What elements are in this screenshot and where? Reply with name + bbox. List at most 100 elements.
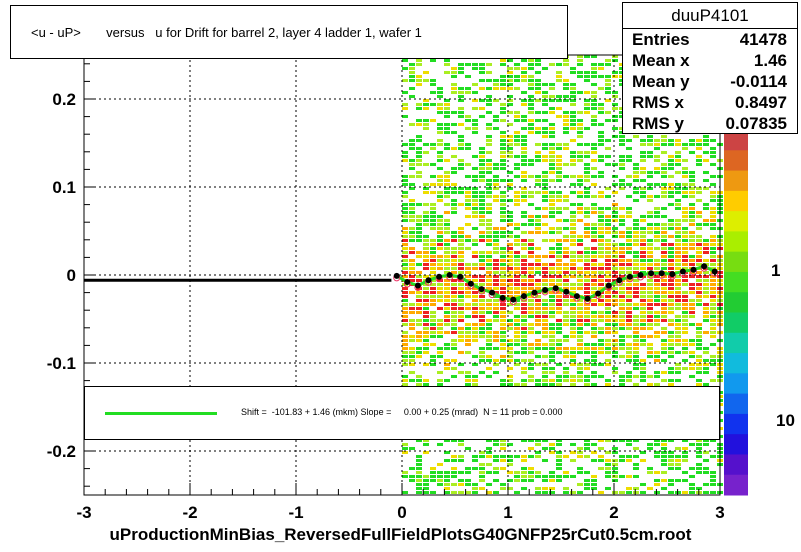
heatmap-cell	[409, 291, 415, 294]
heatmap-cell	[402, 343, 408, 346]
heatmap-cell	[577, 243, 583, 246]
heatmap-cell	[437, 463, 443, 466]
heatmap-cell	[710, 235, 716, 238]
heatmap-cell	[640, 267, 646, 270]
heatmap-cell	[563, 79, 569, 82]
heatmap-cell	[486, 171, 492, 174]
heatmap-cell	[556, 451, 562, 454]
heatmap-cell	[633, 175, 639, 178]
heatmap-cell	[563, 351, 569, 354]
heatmap-cell	[486, 339, 492, 342]
heatmap-cell	[626, 239, 632, 242]
heatmap-cell	[535, 295, 541, 298]
heatmap-cell	[654, 247, 660, 250]
heatmap-cell	[430, 303, 436, 306]
heatmap-cell	[598, 315, 604, 318]
heatmap-cell	[654, 455, 660, 458]
heatmap-cell	[563, 247, 569, 250]
heatmap-cell	[598, 311, 604, 314]
heatmap-cell	[430, 479, 436, 482]
heatmap-cell	[521, 99, 527, 102]
heatmap-cell	[696, 239, 702, 242]
heatmap-cell	[668, 167, 674, 170]
color-scale-step	[724, 231, 748, 253]
heatmap-cell	[640, 491, 646, 494]
heatmap-cell	[430, 319, 436, 322]
heatmap-cell	[514, 259, 520, 262]
heatmap-cell	[598, 107, 604, 110]
heatmap-cell	[605, 247, 611, 250]
heatmap-cell	[549, 239, 555, 242]
heatmap-cell	[521, 127, 527, 130]
heatmap-cell	[549, 343, 555, 346]
heatmap-cell	[528, 295, 534, 298]
heatmap-cell	[626, 307, 632, 310]
heatmap-cell	[640, 339, 646, 342]
heatmap-cell	[696, 279, 702, 282]
heatmap-cell	[402, 283, 408, 286]
heatmap-cell	[598, 319, 604, 322]
heatmap-cell	[605, 459, 611, 462]
heatmap-cell	[647, 227, 653, 230]
heatmap-cell	[437, 307, 443, 310]
heatmap-cell	[619, 307, 625, 310]
heatmap-cell	[577, 175, 583, 178]
heatmap-cell	[500, 323, 506, 326]
heatmap-cell	[654, 471, 660, 474]
heatmap-cell	[479, 275, 485, 278]
heatmap-cell	[535, 223, 541, 226]
heatmap-cell	[682, 251, 688, 254]
heatmap-cell	[668, 203, 674, 206]
heatmap-cell	[535, 491, 541, 494]
heatmap-cell	[535, 443, 541, 446]
heatmap-cell	[661, 303, 667, 306]
heatmap-cell	[584, 275, 590, 278]
heatmap-cell	[479, 323, 485, 326]
heatmap-cell	[507, 79, 513, 82]
heatmap-cell	[486, 159, 492, 162]
heatmap-cell	[535, 283, 541, 286]
stats-box: duuP4101 Entries 41478 Mean x 1.46 Mean …	[622, 2, 798, 134]
profile-point	[520, 293, 527, 300]
heatmap-cell	[605, 275, 611, 278]
heatmap-cell	[563, 163, 569, 166]
heatmap-cell	[668, 183, 674, 186]
heatmap-cell	[444, 131, 450, 134]
heatmap-cell	[521, 267, 527, 270]
heatmap-cell	[619, 215, 625, 218]
heatmap-cell	[626, 139, 632, 142]
heatmap-cell	[647, 279, 653, 282]
heatmap-cell	[514, 175, 520, 178]
heatmap-cell	[535, 439, 541, 442]
heatmap-cell	[493, 163, 499, 166]
heatmap-cell	[423, 307, 429, 310]
heatmap-cell	[500, 255, 506, 258]
heatmap-cell	[654, 287, 660, 290]
heatmap-cell	[633, 491, 639, 494]
heatmap-cell	[710, 295, 716, 298]
heatmap-cell	[710, 147, 716, 150]
heatmap-cell	[598, 63, 604, 66]
heatmap-cell	[507, 111, 513, 114]
heatmap-cell	[479, 63, 485, 66]
heatmap-cell	[444, 183, 450, 186]
heatmap-cell	[703, 459, 709, 462]
heatmap-cell	[696, 439, 702, 442]
heatmap-cell	[689, 195, 695, 198]
heatmap-cell	[493, 283, 499, 286]
heatmap-cell	[647, 199, 653, 202]
heatmap-cell	[444, 359, 450, 362]
heatmap-cell	[500, 143, 506, 146]
heatmap-cell	[661, 299, 667, 302]
heatmap-cell	[437, 351, 443, 354]
heatmap-cell	[570, 91, 576, 94]
heatmap-cell	[514, 299, 520, 302]
heatmap-cell	[696, 259, 702, 262]
heatmap-cell	[416, 459, 422, 462]
heatmap-cell	[514, 79, 520, 82]
heatmap-cell	[465, 343, 471, 346]
heatmap-cell	[479, 295, 485, 298]
heatmap-cell	[430, 475, 436, 478]
heatmap-cell	[479, 67, 485, 70]
heatmap-cell	[626, 315, 632, 318]
